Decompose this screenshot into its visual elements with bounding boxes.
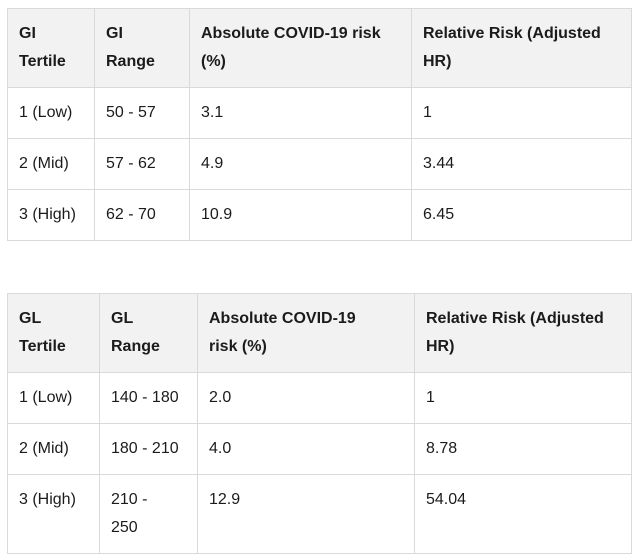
gi-tertile-cell: 2 (Mid) <box>7 138 95 190</box>
gl-risk-table: GL Tertile GL Range Absolute COVID-19 ri… <box>7 293 632 554</box>
table-row: 1 (Low) 140 - 180 2.0 1 <box>7 372 632 424</box>
gl-range-column-header: GL Range <box>99 293 198 373</box>
gi-range-cell: 57 - 62 <box>94 138 190 190</box>
gl-tertile-cell: 1 (Low) <box>7 372 100 424</box>
gl-table-header-row: GL Tertile GL Range Absolute COVID-19 ri… <box>7 293 632 373</box>
gl-tertile-cell: 2 (Mid) <box>7 423 100 475</box>
gi-absolute-risk-cell: 4.9 <box>189 138 412 190</box>
gi-tertile-cell: 3 (High) <box>7 189 95 241</box>
gl-tertile-column-header: GL Tertile <box>7 293 100 373</box>
gl-absolute-risk-cell: 2.0 <box>197 372 415 424</box>
gi-absolute-risk-column-header: Absolute COVID-19 risk (%) <box>189 8 412 88</box>
gi-range-cell: 50 - 57 <box>94 87 190 139</box>
gl-absolute-risk-cell: 12.9 <box>197 474 415 554</box>
gl-range-cell: 140 - 180 <box>99 372 198 424</box>
gl-relative-risk-cell: 54.04 <box>414 474 632 554</box>
table-row: 1 (Low) 50 - 57 3.1 1 <box>7 87 632 139</box>
gi-absolute-risk-cell: 10.9 <box>189 189 412 241</box>
gl-relative-risk-column-header: Relative Risk (Adjusted HR) <box>414 293 632 373</box>
table-row: 2 (Mid) 180 - 210 4.0 8.78 <box>7 423 632 475</box>
gi-relative-risk-cell: 1 <box>411 87 632 139</box>
gl-range-cell: 180 - 210 <box>99 423 198 475</box>
gi-range-cell: 62 - 70 <box>94 189 190 241</box>
gi-relative-risk-cell: 3.44 <box>411 138 632 190</box>
table-row: 3 (High) 210 - 250 12.9 54.04 <box>7 474 632 554</box>
gl-tertile-cell: 3 (High) <box>7 474 100 554</box>
gl-absolute-risk-cell: 4.0 <box>197 423 415 475</box>
gi-range-column-header: GI Range <box>94 8 190 88</box>
table-row: 3 (High) 62 - 70 10.9 6.45 <box>7 189 632 241</box>
gl-absolute-risk-column-header: Absolute COVID-19 risk (%) <box>197 293 415 373</box>
gi-table-header-row: GI Tertile GI Range Absolute COVID-19 ri… <box>7 8 632 88</box>
gi-absolute-risk-cell: 3.1 <box>189 87 412 139</box>
gi-tertile-column-header: GI Tertile <box>7 8 95 88</box>
gl-relative-risk-cell: 1 <box>414 372 632 424</box>
gi-tertile-cell: 1 (Low) <box>7 87 95 139</box>
gl-range-cell: 210 - 250 <box>99 474 198 554</box>
gi-risk-table: GI Tertile GI Range Absolute COVID-19 ri… <box>7 8 632 241</box>
gl-relative-risk-cell: 8.78 <box>414 423 632 475</box>
table-row: 2 (Mid) 57 - 62 4.9 3.44 <box>7 138 632 190</box>
gi-relative-risk-column-header: Relative Risk (Adjusted HR) <box>411 8 632 88</box>
gi-relative-risk-cell: 6.45 <box>411 189 632 241</box>
